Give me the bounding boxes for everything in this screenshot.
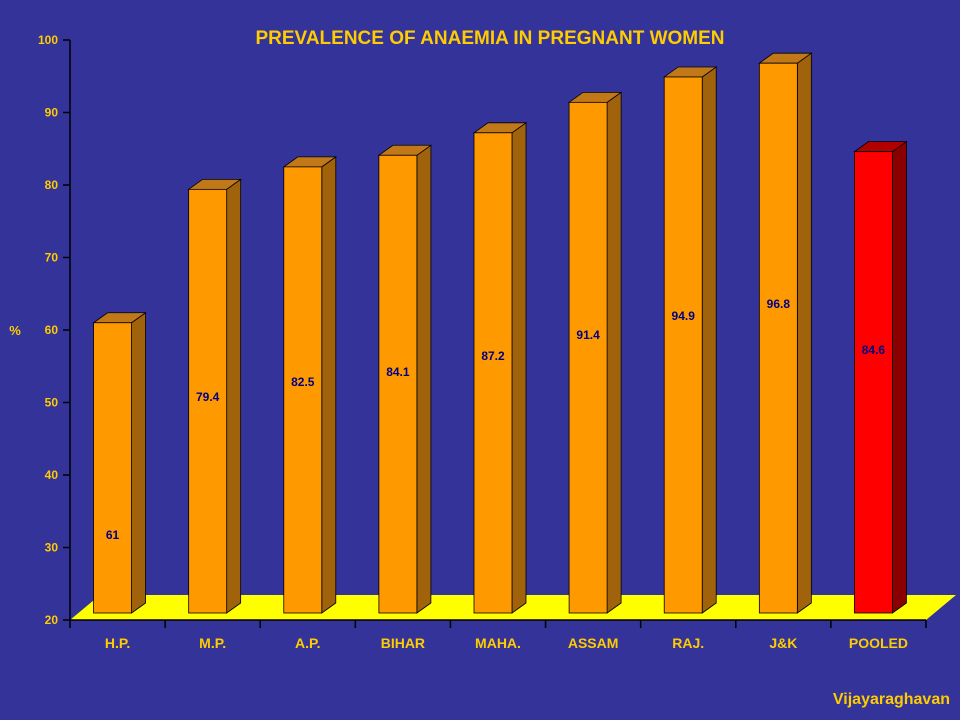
axis-layer: 20 30 40 50 60 70 80 90 100 xyxy=(38,33,927,628)
bar-front-face xyxy=(758,62,798,614)
bar-side-face xyxy=(796,52,812,614)
y-axis-label: % xyxy=(9,323,21,338)
y-tick-label: 70 xyxy=(45,251,59,265)
bar-side-face xyxy=(416,144,432,614)
labels-layer: 61 H.P. 79.4 M.P. 82.5 A.P. 84.1 BIHAR 87.2 MAHA.… xyxy=(105,297,908,651)
data-label: 94.9 xyxy=(672,309,696,323)
y-tick-label: 40 xyxy=(45,468,59,482)
x-category-label: BIHAR xyxy=(381,635,425,651)
y-tick-label: 30 xyxy=(45,541,59,555)
data-label: 96.8 xyxy=(767,297,791,311)
data-label: 82.5 xyxy=(291,375,315,389)
bar-m-p xyxy=(187,178,242,614)
y-tick-label: 80 xyxy=(45,178,59,192)
bar-bihar xyxy=(377,144,433,614)
data-label: 61 xyxy=(106,528,120,542)
x-category-label: ASSAM xyxy=(568,635,619,651)
bar-front-face xyxy=(378,154,418,614)
data-label: 87.2 xyxy=(481,349,505,363)
bars-layer xyxy=(92,52,908,614)
data-label: 84.1 xyxy=(386,365,410,379)
bar-assam xyxy=(567,91,623,614)
bar-front-face xyxy=(568,101,608,614)
x-category-label: M.P. xyxy=(199,635,226,651)
bar-a-p xyxy=(282,156,338,614)
bar-side-face xyxy=(226,178,242,614)
y-tick-label: 60 xyxy=(45,323,59,337)
credit-text: Vijayaraghavan xyxy=(833,691,950,708)
x-category-label: MAHA. xyxy=(475,635,521,651)
bar-front-face xyxy=(93,322,132,614)
x-category-label: RAJ. xyxy=(672,635,704,651)
bar-side-face xyxy=(701,66,717,614)
y-tick-label: 20 xyxy=(45,613,59,627)
bar-pooled xyxy=(853,140,908,614)
x-category-label: POOLED xyxy=(849,635,908,651)
chart-title: PREVALENCE OF ANAEMIA IN PREGNANT WOMEN xyxy=(255,28,724,49)
data-label: 84.6 xyxy=(862,343,886,357)
bar-side-face xyxy=(131,311,146,614)
data-label: 91.4 xyxy=(576,328,600,342)
bar-side-face xyxy=(511,122,527,614)
bar-side-face xyxy=(321,156,337,614)
bar-front-face xyxy=(188,188,228,614)
bar-side-face xyxy=(606,91,622,614)
bar-maha xyxy=(472,122,528,614)
bar-front-face xyxy=(663,76,703,614)
bar-front-face xyxy=(473,132,513,614)
y-tick-label: 50 xyxy=(45,396,59,410)
bar-j-k xyxy=(758,52,813,614)
bar-side-face xyxy=(892,140,907,614)
x-category-label: J&K xyxy=(769,635,797,651)
bar-front-face xyxy=(854,151,893,614)
bar-front-face xyxy=(283,166,323,614)
bar-h-p xyxy=(92,311,147,614)
x-category-label: H.P. xyxy=(105,635,130,651)
data-label: 79.4 xyxy=(196,390,220,404)
y-tick-label: 90 xyxy=(45,106,59,120)
y-tick-label: 100 xyxy=(38,33,58,47)
x-category-label: A.P. xyxy=(295,635,320,651)
bar-raj xyxy=(662,66,718,614)
